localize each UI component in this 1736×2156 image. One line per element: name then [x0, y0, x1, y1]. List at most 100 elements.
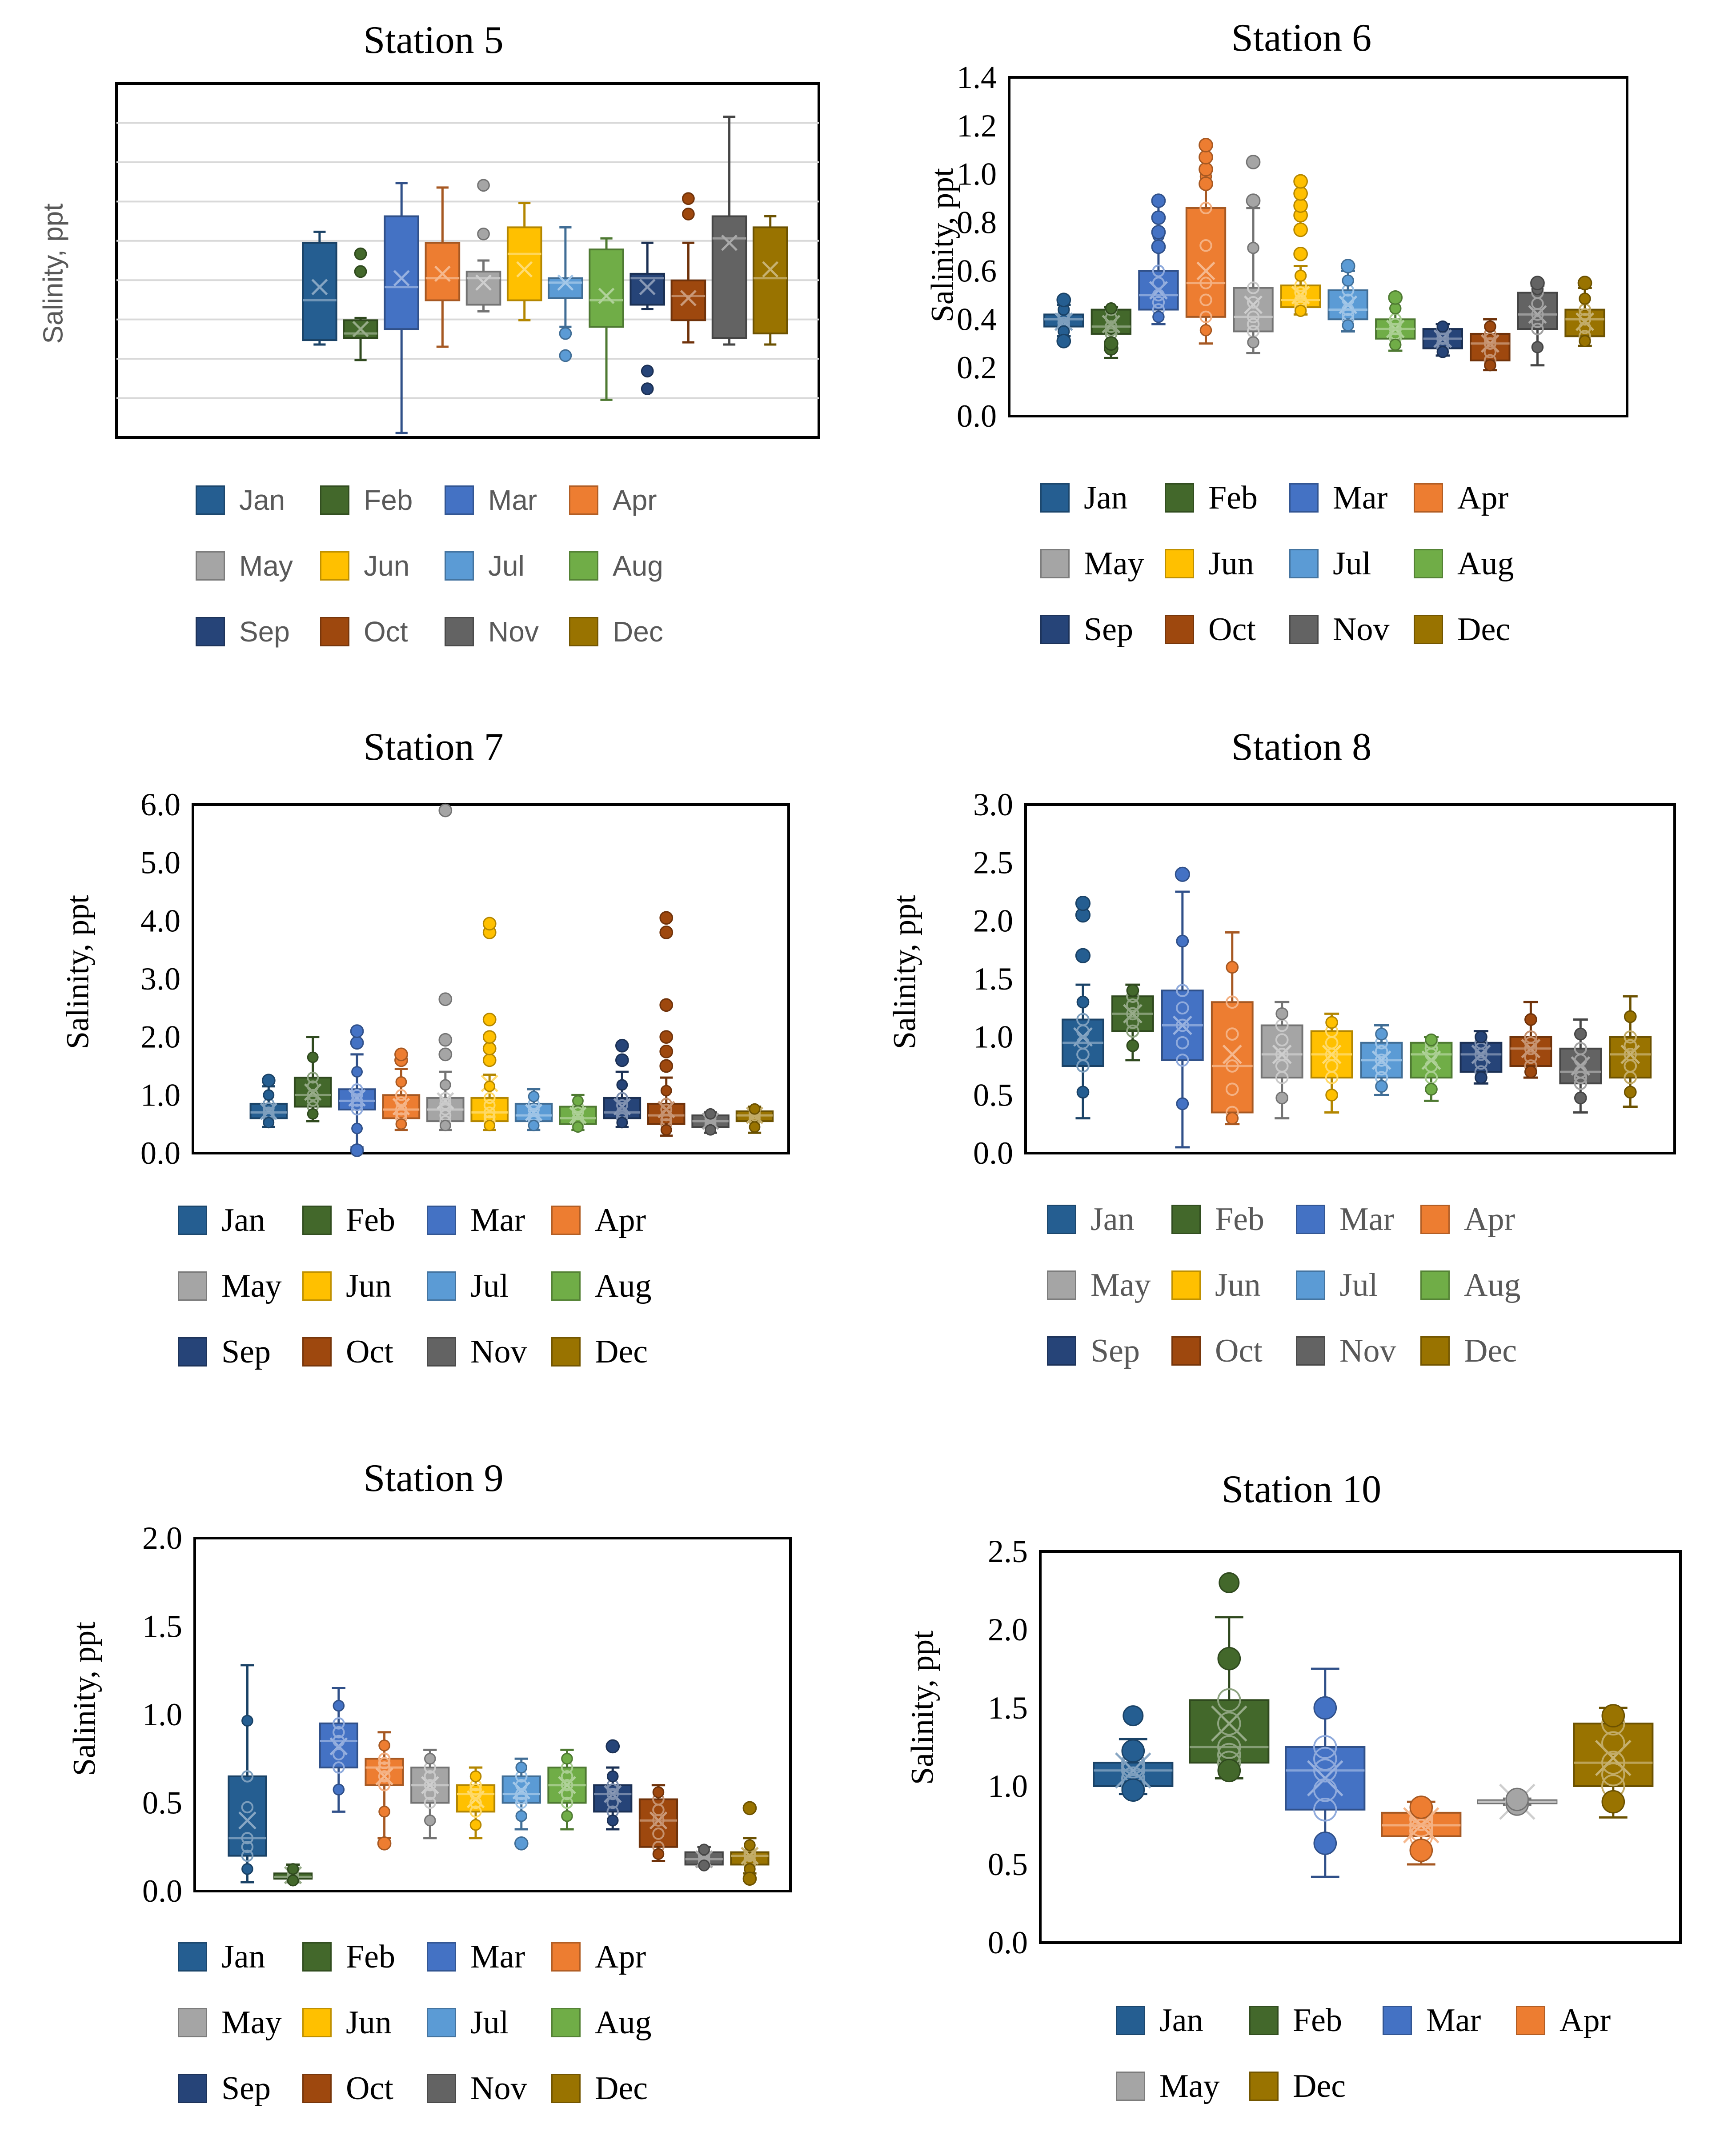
- data-point: [606, 1814, 619, 1827]
- box-dec: [1609, 995, 1652, 1108]
- box-iqr: [670, 279, 706, 321]
- mean-marker: [721, 234, 738, 251]
- data-point: [749, 1103, 761, 1115]
- legend-item-dec: Dec: [1414, 609, 1510, 649]
- data-point: [1247, 241, 1259, 254]
- legend-item-feb: Feb: [1171, 1199, 1264, 1239]
- data-point: [287, 1874, 299, 1887]
- y-axis-label: Salinity, ppt: [38, 203, 69, 344]
- legend-label: Mar: [470, 1202, 525, 1238]
- legend-item-oct: Oct: [302, 1332, 393, 1372]
- mean-marker: [639, 279, 656, 296]
- data-point: [1226, 961, 1239, 974]
- legend-swatch: [1420, 1336, 1450, 1366]
- legend-swatch: [196, 485, 225, 515]
- data-point: [1226, 1112, 1239, 1125]
- legend-label: Apr: [1457, 479, 1509, 516]
- data-point: [307, 1089, 319, 1101]
- legend-item-may: May: [178, 1266, 282, 1306]
- data-point: [1601, 1731, 1625, 1755]
- data-point: [241, 1715, 253, 1727]
- data-point: [395, 1089, 407, 1101]
- data-point: [744, 1839, 756, 1851]
- outlier-point: [605, 1739, 620, 1754]
- mean-marker: [598, 288, 615, 304]
- box-dec: [1564, 276, 1605, 348]
- data-point: [561, 1779, 573, 1791]
- data-point: [652, 1848, 665, 1860]
- legend-swatch: [178, 1206, 207, 1235]
- data-point: [439, 1079, 451, 1091]
- box-jul: [501, 1757, 541, 1851]
- legend-label: Jan: [239, 484, 285, 516]
- data-point: [1409, 1795, 1433, 1819]
- data-point: [1199, 293, 1212, 306]
- data-point: [1313, 1778, 1337, 1802]
- box-apr: [382, 1047, 421, 1131]
- outlier-point: [1219, 1572, 1240, 1593]
- legend-swatch: [178, 1337, 207, 1367]
- y-tick-label: 0.8: [957, 205, 997, 240]
- data-point: [1313, 1798, 1337, 1822]
- legend-label: Dec: [1293, 2068, 1346, 2104]
- data-point: [1425, 1082, 1438, 1096]
- legend-item-jan: Jan: [1047, 1199, 1135, 1239]
- legend: Jan Feb Mar Apr May Jun Jul Aug Sep Oct Nov Dec: [196, 480, 774, 658]
- box-jul: [514, 1088, 553, 1131]
- data-point: [1152, 277, 1165, 289]
- legend-label: Jun: [346, 2004, 392, 2041]
- box-nov: [684, 1843, 724, 1871]
- data-point: [1505, 1787, 1529, 1811]
- y-tick-label: 0.4: [957, 301, 997, 337]
- y-tick-label: 0.0: [973, 1135, 1013, 1171]
- data-point: [652, 1827, 665, 1840]
- y-tick-label: 1.4: [957, 60, 997, 95]
- data-point: [1531, 315, 1544, 328]
- legend-item-may: May: [1116, 2066, 1220, 2106]
- box-sep: [603, 1038, 641, 1129]
- data-point: [351, 1094, 363, 1107]
- data-point: [1199, 324, 1212, 337]
- data-point: [1121, 1739, 1145, 1763]
- legend-item-oct: Oct: [302, 2068, 393, 2108]
- outlier-point: [615, 1053, 629, 1067]
- box-jul: [1360, 1024, 1403, 1096]
- data-point: [572, 1106, 584, 1118]
- legend-item-dec: Dec: [1420, 1331, 1517, 1371]
- data-point: [378, 1752, 391, 1765]
- outlier-point: [1388, 290, 1403, 305]
- legend-label: Oct: [364, 616, 408, 648]
- data-point: [333, 1761, 345, 1774]
- mean-marker: [680, 290, 697, 306]
- legend-label: Apr: [595, 1938, 646, 1975]
- legend-swatch: [1171, 1270, 1201, 1300]
- data-point: [1624, 1039, 1637, 1053]
- legend-item-feb: Feb: [302, 1200, 395, 1240]
- y-tick-label: 6.0: [140, 787, 180, 822]
- box-may: [465, 179, 501, 313]
- legend-item-feb: Feb: [1249, 2000, 1342, 2040]
- outlier-point: [438, 1033, 453, 1047]
- data-point: [395, 1076, 407, 1088]
- data-point: [515, 1810, 528, 1822]
- box-aug: [1410, 1033, 1453, 1102]
- data-point: [241, 1840, 254, 1853]
- legend-label: Oct: [346, 2070, 393, 2107]
- chart-panel-station-7: Station 7 Salinity, ppt 0.0 1.0 2.0 3.0 4.0 5…: [0, 711, 867, 1440]
- legend-swatch: [551, 1271, 581, 1301]
- y-tick-label: 0.5: [973, 1077, 1013, 1113]
- legend-label: Aug: [595, 1267, 652, 1304]
- data-point: [333, 1735, 345, 1747]
- legend-swatch: [178, 1271, 207, 1301]
- legend-swatch: [178, 1942, 207, 1972]
- data-point: [1531, 322, 1544, 336]
- data-point: [1152, 311, 1165, 323]
- box-feb: [1091, 302, 1132, 359]
- data-point: [1152, 296, 1165, 309]
- data-point: [1294, 305, 1307, 317]
- outlier-point: [1199, 176, 1213, 191]
- data-point: [515, 1761, 528, 1774]
- data-point: [1578, 321, 1592, 334]
- box-iqr: [711, 215, 747, 339]
- data-point: [1152, 289, 1165, 302]
